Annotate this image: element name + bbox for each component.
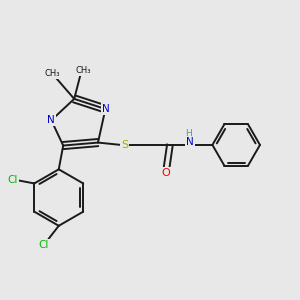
Text: S: S [121,140,128,150]
Text: Cl: Cl [8,176,18,185]
Text: CH₃: CH₃ [76,66,92,75]
Text: Cl: Cl [39,240,49,250]
Text: N: N [47,115,55,125]
Text: O: O [161,168,170,178]
Text: CH₃: CH₃ [45,69,60,78]
Text: N: N [101,104,109,114]
Text: H: H [185,129,192,138]
Text: N: N [186,137,194,147]
